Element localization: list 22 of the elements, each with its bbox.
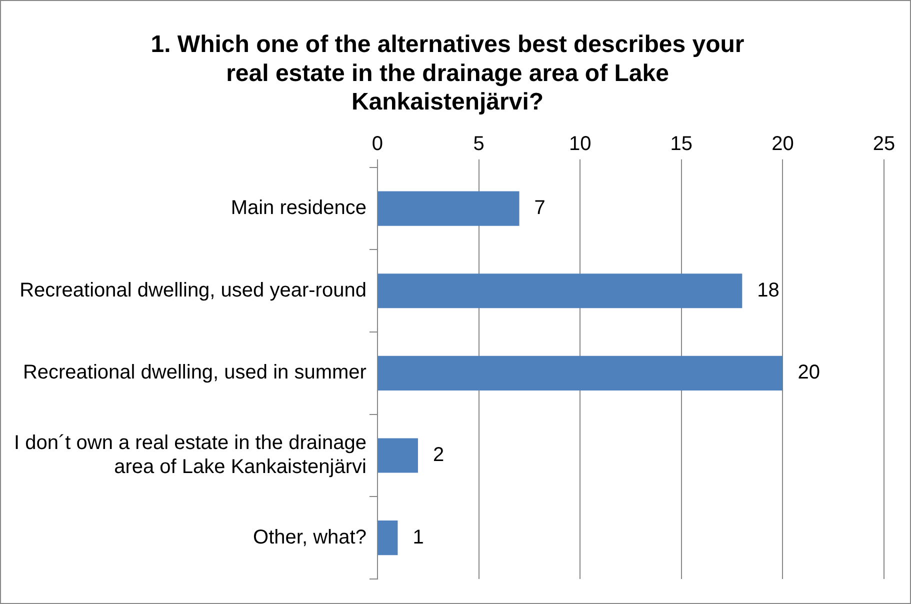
bar <box>378 191 520 226</box>
x-tick-label: 0 <box>372 132 384 155</box>
data-label: 20 <box>798 362 820 384</box>
bar <box>378 520 398 556</box>
x-tick-label: 5 <box>473 132 484 155</box>
data-label: 1 <box>412 526 424 548</box>
x-tick-label: 10 <box>568 132 592 155</box>
x-tick-label: 25 <box>872 132 896 155</box>
data-label: 7 <box>534 197 546 220</box>
x-tick-label: 20 <box>772 132 794 155</box>
data-label: 2 <box>432 444 444 466</box>
y-tick-label: I don´t own a real estate in the drainage area of Lake Kankaistenjärvi <box>14 432 366 478</box>
x-tick-label: 15 <box>670 132 693 155</box>
bar <box>378 438 418 473</box>
data-label: 18 <box>757 279 780 302</box>
bar <box>378 274 742 308</box>
y-tick-label: Other, what? <box>253 526 366 548</box>
y-tick-label: Recreational dwelling, used year-round <box>20 279 366 302</box>
y-tick-label: Main residence <box>230 197 366 220</box>
bar <box>378 356 783 390</box>
y-tick-label: Recreational dwelling, used in summer <box>22 362 367 384</box>
chart-title: 1. Which one of the alternatives best describes your real estate in the drainage area of Lake Kankaistenjärvi? <box>150 31 744 116</box>
